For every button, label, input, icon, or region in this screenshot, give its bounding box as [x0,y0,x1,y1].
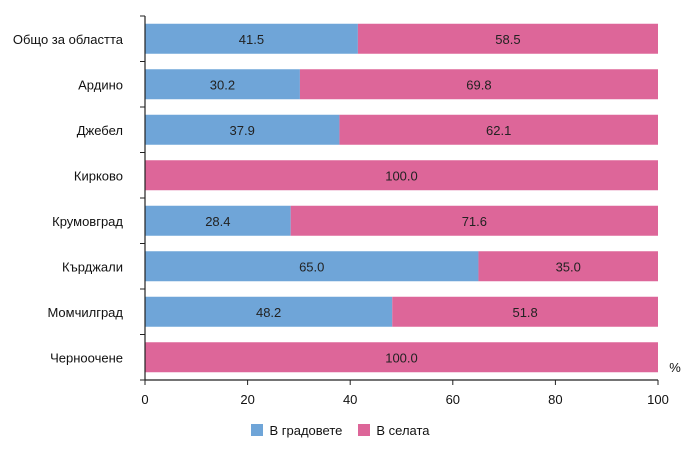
category-label: Момчилград [47,305,123,320]
bar-segment [145,205,291,236]
bar-segment [145,296,393,327]
category-label: Джебел [77,123,123,138]
x-tick-label: 0 [141,392,148,407]
legend-swatch-towns [251,424,264,436]
category-label: Общо за областта [13,32,124,47]
data-label: 71.6 [462,214,487,229]
category-label: Черноочене [50,350,123,365]
data-label: 41.5 [239,32,264,47]
data-label: 30.2 [210,77,235,92]
bar-segment [357,23,658,54]
bar-segment [478,251,658,282]
data-label: 100.0 [385,350,418,365]
data-label: 51.8 [512,305,537,320]
x-tick-label: 100 [647,392,669,407]
data-label: 48.2 [256,305,281,320]
data-label: 58.5 [495,32,520,47]
tick-labels: 0 20 40 60 80 100 [141,392,668,407]
axes-group [140,15,659,385]
data-label: 65.0 [299,259,324,274]
legend-label-towns: В градовете [269,422,343,438]
bar-segment [290,205,658,236]
bar-segment [145,23,358,54]
legend-item-villages: В селата [358,422,430,438]
data-label: 62.1 [486,123,511,138]
category-label: Кърджали [62,259,123,274]
category-labels: Общо за областта Ардино Джебел Кирково Крумо… [13,32,124,366]
bar-segment [145,160,658,191]
bar-segment [299,69,658,100]
bars-group: 41.5 58.5 30.2 69.8 37.9 62.1 100.0 28.4 71.6 65.… [145,23,658,373]
data-label: 35.0 [556,259,581,274]
legend-swatch-villages [358,424,371,436]
category-label: Ардино [78,77,123,92]
legend: В градовете В селата [0,418,681,442]
x-tick-label: 20 [240,392,254,407]
x-tick-label: 40 [343,392,357,407]
x-tick-label: 60 [446,392,460,407]
data-label: 37.9 [230,123,255,138]
bar-segment [392,296,658,327]
bar-segment [145,69,300,100]
category-label: Крумовград [52,214,123,229]
bar-segment [145,342,658,373]
legend-item-towns: В градовете [251,423,342,438]
legend-label-villages: В селата [376,422,430,438]
data-label: 69.8 [466,77,491,92]
bar-segment [339,114,658,145]
data-label: 28.4 [205,214,230,229]
category-label: Кирково [74,168,123,183]
x-tick-label: 80 [548,392,562,407]
bar-segment [145,114,340,145]
data-label: 100.0 [385,168,418,183]
axis-unit-label: % [669,360,681,375]
bar-segment [145,251,479,282]
